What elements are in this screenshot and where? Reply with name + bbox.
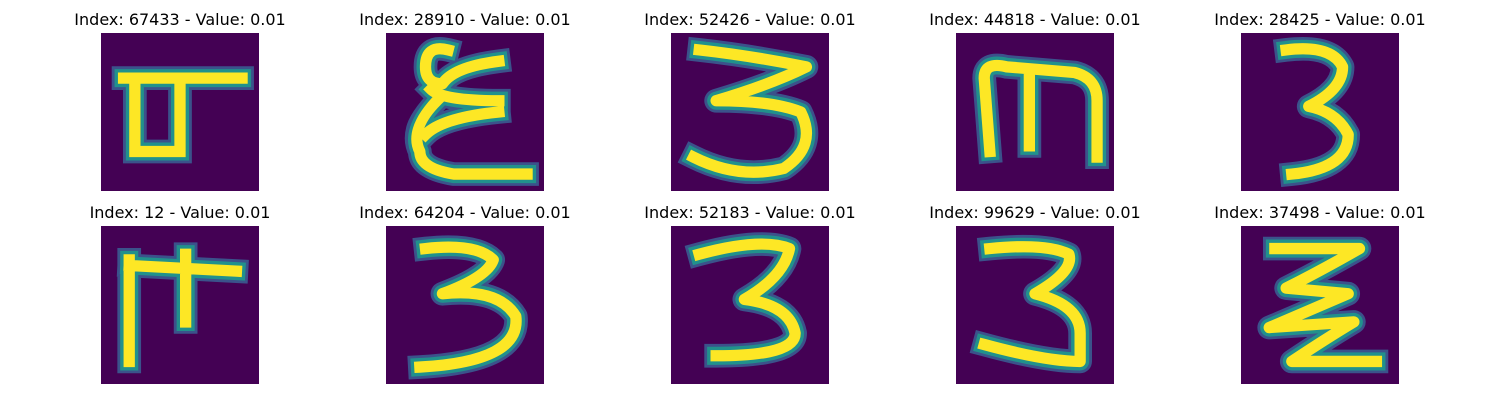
digit-image	[101, 33, 259, 191]
panel-title: Index: 12 - Value: 0.01	[89, 203, 271, 222]
digit-image	[1241, 226, 1399, 384]
glyph-stroke	[1279, 43, 1354, 181]
panel-title: Index: 99629 - Value: 0.01	[929, 203, 1141, 222]
handwritten-glyph	[684, 232, 807, 368]
panel-title: Index: 28910 - Value: 0.01	[359, 10, 571, 29]
glyph-stroke	[692, 238, 801, 362]
panel-title: Index: 28425 - Value: 0.01	[1214, 10, 1426, 29]
digit-image	[671, 226, 829, 384]
handwritten-glyph	[969, 234, 1092, 374]
digit-image	[956, 226, 1114, 384]
handwritten-glyph	[111, 66, 254, 164]
handwritten-glyph	[407, 235, 528, 380]
panel-title: Index: 67433 - Value: 0.01	[74, 10, 286, 29]
handwritten-glyph	[677, 36, 819, 185]
panel-6: Index: 12 - Value: 0.01	[60, 203, 300, 393]
panel-10: Index: 37498 - Value: 0.01	[1200, 203, 1440, 393]
panel-2: Index: 28910 - Value: 0.01	[345, 10, 585, 200]
handwritten-glyph	[1257, 236, 1389, 374]
panel-1: Index: 67433 - Value: 0.01	[60, 10, 300, 200]
glyph-stroke	[1263, 242, 1383, 368]
handwritten-glyph	[972, 53, 1109, 169]
digit-image	[386, 226, 544, 384]
panel-title: Index: 52183 - Value: 0.01	[644, 203, 856, 222]
panel-9: Index: 99629 - Value: 0.01	[915, 203, 1155, 393]
panel-7: Index: 64204 - Value: 0.01	[345, 203, 585, 393]
glyph-stroke	[123, 248, 243, 368]
digit-image	[671, 33, 829, 191]
digit-image	[956, 33, 1114, 191]
panel-8: Index: 52183 - Value: 0.01	[630, 203, 870, 393]
glyph-stroke	[978, 59, 1103, 163]
glyph-stroke	[977, 241, 1086, 368]
digit-image	[101, 226, 259, 384]
handwritten-glyph	[404, 37, 539, 186]
panel-4: Index: 44818 - Value: 0.01	[915, 10, 1155, 200]
panel-title: Index: 37498 - Value: 0.01	[1214, 203, 1426, 222]
glyph-stroke	[411, 43, 533, 180]
glyph-stroke	[117, 72, 248, 158]
panel-title: Index: 44818 - Value: 0.01	[929, 10, 1141, 29]
handwritten-glyph	[1272, 36, 1361, 188]
glyph-stroke	[413, 241, 522, 374]
digit-image	[1241, 33, 1399, 191]
panel-3: Index: 52426 - Value: 0.01	[630, 10, 870, 200]
glyph-stroke	[686, 43, 813, 178]
digit-image	[386, 33, 544, 191]
panel-5: Index: 28425 - Value: 0.01	[1200, 10, 1440, 200]
panel-title: Index: 64204 - Value: 0.01	[359, 203, 571, 222]
panel-title: Index: 52426 - Value: 0.01	[644, 10, 856, 29]
handwritten-glyph	[116, 242, 249, 374]
